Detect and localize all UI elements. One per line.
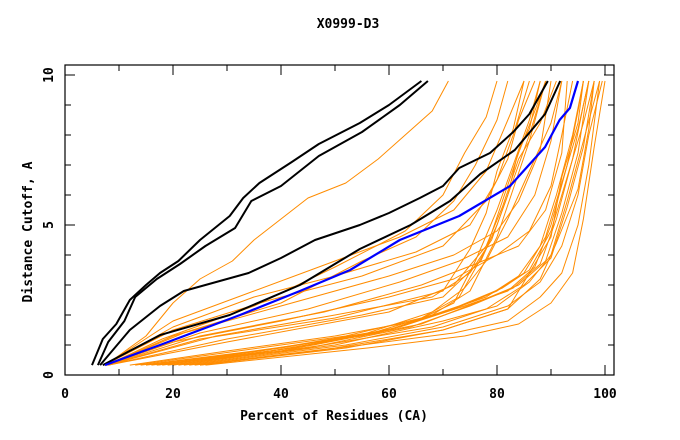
series-line-black-3 — [99, 80, 549, 366]
series-line-orange-18 — [145, 80, 563, 366]
y-tick-label: 5 — [42, 221, 57, 229]
series-line-orange-12 — [106, 80, 509, 366]
series-line-orange-14 — [106, 80, 574, 366]
series-line-orange-8 — [108, 80, 541, 366]
series-line-orange-5 — [105, 80, 552, 366]
x-tick-label: 100 — [593, 387, 617, 402]
x-axis-label: Percent of Residues (CA) — [240, 409, 428, 424]
series-line-orange-2 — [105, 80, 525, 366]
x-tick-label: 0 — [61, 387, 69, 402]
series-line-orange-31 — [205, 80, 606, 366]
series-line-orange-10 — [108, 80, 557, 366]
series-line-orange-1 — [105, 80, 449, 366]
series-line-black-2 — [96, 80, 429, 366]
y-tick-label: 0 — [42, 371, 57, 379]
series-line-orange-30 — [199, 80, 601, 366]
series-line-orange-26 — [183, 80, 601, 366]
series-line-orange-29 — [199, 80, 584, 366]
series-line-orange-3 — [105, 80, 530, 366]
series-line-orange-25 — [178, 80, 595, 366]
series-line-orange-21 — [156, 80, 595, 366]
series-line-orange-4 — [104, 80, 536, 366]
series-line-orange-11 — [106, 80, 525, 366]
series-line-orange-6 — [105, 80, 563, 366]
series-line-orange-24 — [172, 80, 590, 366]
series-line-blue-model — [104, 80, 580, 367]
series-line-orange-23 — [167, 80, 590, 366]
series-line-black-4 — [102, 80, 562, 366]
y-axis-label: Distance Cutoff, A — [21, 161, 36, 302]
series-line-orange-28 — [194, 80, 595, 366]
x-tick-label: 60 — [381, 387, 397, 402]
chart-title: X0999-D3 — [317, 17, 380, 32]
plot-frame — [64, 64, 615, 376]
ticks: 0 20 40 60 80 100 0 5 10 — [42, 65, 617, 402]
series-line-orange-9 — [108, 80, 547, 366]
series-line-orange-13 — [106, 80, 498, 366]
x-tick-label: 80 — [489, 387, 505, 402]
series-line-black-1 — [91, 80, 422, 366]
x-tick-label: 40 — [273, 387, 289, 402]
series-layer — [91, 80, 606, 367]
series-line-orange-16 — [135, 80, 547, 366]
y-tick-label: 10 — [42, 67, 57, 83]
x-tick-label: 20 — [165, 387, 181, 402]
series-line-orange-27 — [189, 80, 603, 366]
series-line-orange-22 — [162, 80, 584, 366]
